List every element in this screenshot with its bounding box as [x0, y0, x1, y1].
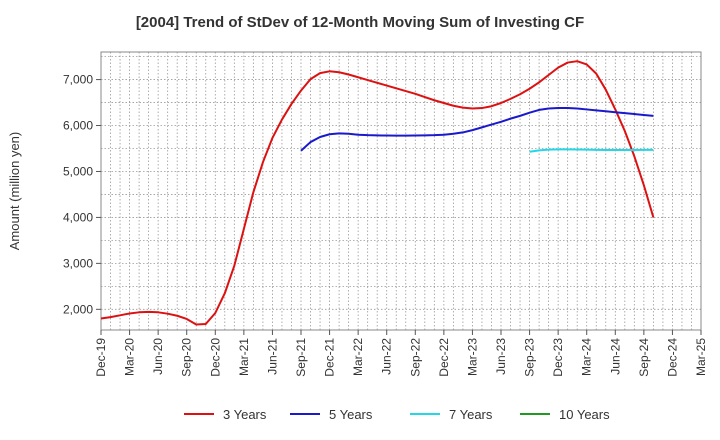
series-lines [100, 60, 655, 326]
x-tick-label: Dec-21 [323, 338, 337, 377]
y-tick-label: 6,000 [63, 119, 93, 133]
x-tick-label: Dec-19 [94, 338, 108, 377]
series-line-7-years [529, 148, 654, 153]
series-line-3-years [100, 60, 655, 326]
x-tick-label: Jun-23 [494, 338, 508, 375]
y-tick-label: 5,000 [63, 164, 93, 178]
x-tick-label: Sep-24 [637, 338, 651, 377]
x-tick-label: Mar-23 [465, 338, 479, 376]
y-tick-label: 4,000 [63, 210, 93, 224]
x-tick-label: Mar-20 [123, 338, 137, 376]
x-tick-label: Sep-20 [180, 338, 194, 377]
x-tick-label: Dec-22 [437, 338, 451, 377]
series-line-5-years [300, 107, 654, 152]
y-tick-label: 3,000 [63, 256, 93, 270]
legend-label-10-years: 10 Years [559, 407, 610, 422]
y-tick-label: 2,000 [63, 302, 93, 316]
x-tick-label: Sep-23 [523, 338, 537, 377]
x-tick-label: Mar-21 [237, 338, 251, 376]
x-tick-label: Dec-20 [208, 338, 222, 377]
legend: 3 Years 5 Years 7 Years 10 Years [184, 407, 610, 422]
y-axis-ticks: 2,000 3,000 4,000 5,000 6,000 7,000 [63, 73, 101, 316]
grid-lines [101, 52, 701, 330]
x-tick-label: Jun-22 [380, 338, 394, 375]
x-tick-label: Dec-24 [665, 338, 679, 377]
x-tick-label: Mar-22 [351, 338, 365, 376]
x-tick-label: Jun-24 [608, 338, 622, 375]
x-tick-label: Jun-21 [265, 338, 279, 375]
x-tick-label: Sep-22 [408, 338, 422, 377]
x-axis-ticks: Dec-19 Mar-20 Jun-20 Sep-20 Dec-20 Mar-21 Jun-… [94, 330, 708, 377]
x-tick-label: Sep-21 [294, 338, 308, 377]
plot-frame [100, 51, 702, 331]
legend-label-5-years: 5 Years [329, 407, 373, 422]
y-tick-label: 7,000 [63, 73, 93, 87]
legend-label-7-years: 7 Years [449, 407, 493, 422]
y-axis-label: Amount (million yen) [7, 132, 22, 251]
chart-title: [2004] Trend of StDev of 12-Month Moving… [135, 14, 585, 31]
x-tick-label: Mar-24 [580, 338, 594, 376]
x-tick-label: Mar-25 [694, 338, 708, 376]
legend-label-3-years: 3 Years [223, 407, 267, 422]
x-tick-label: Dec-23 [551, 338, 565, 377]
x-tick-label: Jun-20 [151, 338, 165, 375]
